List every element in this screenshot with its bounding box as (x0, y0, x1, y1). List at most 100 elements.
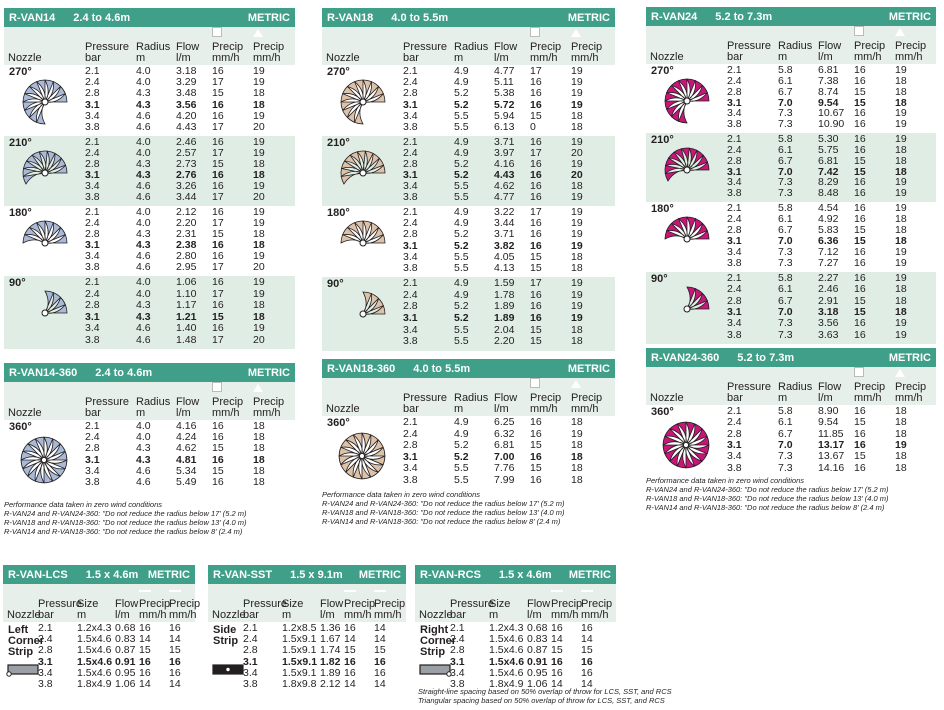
table-row: 3.4 1.5x4.6 0.95 16 16 (415, 667, 616, 679)
size-value: 1.8x9.8 (282, 678, 317, 690)
header-unit: mm/h (169, 609, 197, 621)
radius-value: 4.9 (454, 76, 469, 89)
precip-triangle-value: 18 (253, 239, 265, 251)
van18-table: R-VAN18 4.0 to 5.5m METRIC Nozzle Pressure ba… (322, 8, 615, 351)
flow-value: 3.18 (818, 306, 839, 318)
precip-square-value: 16 (344, 622, 356, 634)
radius-value: 5.8 (778, 405, 793, 417)
column-header-radius: Radius m (454, 42, 488, 64)
table-row: 3.1 1.5x4.6 0.91 16 16 (415, 656, 616, 668)
table-row: 3.8 4.6 2.95 17 20 (4, 262, 295, 273)
precip-triangle-value: 19 (571, 158, 583, 170)
pressure-value: 3.4 (85, 322, 100, 334)
spray-segment (346, 81, 364, 103)
arc-label: 90° (9, 277, 26, 289)
radius-value: 4.6 (136, 333, 151, 346)
size-value: 1.5x4.6 (489, 633, 524, 646)
header-unit: l/m (176, 407, 191, 419)
pressure-value: 2.1 (727, 272, 742, 284)
column-header-pressure: Pressure bar (243, 599, 287, 621)
flow-value: 5.75 (818, 143, 839, 156)
spray-segment (362, 291, 372, 315)
pressure-value: 3.4 (85, 109, 100, 122)
precip-triangle-value: 18 (253, 87, 265, 100)
note-line: R-VAN24 and R-VAN24-360: "Do not reduce … (322, 499, 565, 508)
table-row: 3.1 4.3 4.81 16 18 (4, 454, 295, 466)
pressure-value: 2.8 (243, 644, 258, 657)
header-line: Flow (818, 40, 842, 52)
pressure-value: 2.4 (85, 147, 100, 159)
header-unit: bar (403, 403, 419, 415)
column-header-pressure: Pressure bar (727, 382, 771, 404)
pressure-value: 2.1 (727, 202, 742, 214)
table-row: 3.1 4.3 3.56 16 18 (4, 99, 295, 111)
header-line: Pressure (403, 41, 448, 53)
spray-segment (362, 92, 386, 103)
radius-value: 4.6 (136, 109, 151, 122)
table-range: 1.5 x 4.6m (498, 568, 552, 581)
table-row: 2.1 5.8 6.81 16 19 (646, 65, 936, 76)
spray-segment (676, 444, 687, 469)
precip-triangle-value: 19 (895, 272, 907, 284)
precip-triangle-value: 18 (253, 158, 265, 170)
flow-value: 7.99 (494, 473, 515, 486)
spray-segment (686, 288, 704, 310)
nozzle-group: 180° 2.1 4.9 3.22 17 19 2.4 4.9 3.44 16 19 2.8 5.2 3.… (322, 206, 615, 277)
table-row: 2.1 4.9 6.25 16 18 (322, 417, 615, 428)
nozzle-icon-wrap (662, 284, 712, 339)
precip-square-value: 16 (530, 450, 542, 463)
header-unit: m (454, 403, 464, 415)
precip-square-value: 15 (344, 644, 356, 657)
precip-square-value: 16 (854, 213, 866, 225)
nozzle-spray-pattern-icon (22, 79, 68, 125)
triangle-symbol-icon (571, 380, 581, 388)
header-line: Pressure (85, 396, 130, 408)
flow-value: 3.48 (176, 87, 197, 100)
header-unit: mm/h (895, 51, 923, 63)
pressure-value: 3.4 (403, 250, 418, 263)
spray-segment (44, 79, 54, 103)
pressure-value: 2.8 (403, 158, 418, 170)
precip-triangle-value: 15 (169, 644, 181, 657)
precip-triangle-value: 19 (571, 217, 583, 230)
note-line: Triangular spacing based on 50% overlap … (418, 696, 665, 705)
column-headers: Nozzle Pressure bar Radius m Flow l/m Precip mm/… (4, 382, 295, 420)
nozzle-icon-wrap (20, 148, 70, 203)
radius-value: 5.5 (454, 473, 469, 486)
precip-square-value: 17 (530, 277, 542, 289)
precip-triangle-value: 18 (571, 120, 583, 133)
strip-label: Side (213, 624, 237, 636)
precip-triangle-value: 19 (253, 109, 265, 122)
metric-label: METRIC (888, 10, 931, 23)
pressure-value: 3.8 (85, 475, 100, 488)
van24-360-table: R-VAN24-360 5.2 to 7.3m METRIC Nozzle Pressu… (646, 348, 936, 477)
table-row: 3.8 1.8x9.8 2.12 14 14 (208, 679, 406, 690)
precip-square-value: 16 (854, 118, 866, 131)
spray-segment (362, 297, 384, 315)
spray-segment (24, 85, 46, 103)
spray-segment (361, 446, 386, 457)
pressure-value: 3.4 (85, 464, 100, 477)
flow-value: 1.06 (115, 678, 136, 690)
spray-segment (28, 101, 46, 123)
table-title-bar: R-VAN18-360 4.0 to 5.5m METRIC (322, 359, 615, 378)
spray-segment (362, 152, 380, 174)
header-line: Flow (176, 41, 200, 53)
table-row: 2.1 5.8 2.27 16 19 (646, 273, 936, 284)
spray-segment (686, 78, 696, 102)
radius-value: 4.9 (454, 288, 469, 301)
column-header-precip2: Precip mm/h (169, 588, 200, 621)
flow-value: 6.81 (818, 154, 839, 167)
spray-segment (43, 459, 54, 484)
flow-value: 4.92 (818, 213, 839, 225)
table-title-bar: R-VAN-LCS 1.5 x 4.6m METRIC (3, 565, 195, 584)
dash-symbol-icon (374, 590, 386, 592)
table-row: 3.1 1.5x9.1 1.82 16 16 (208, 656, 406, 668)
header-unit: mm/h (581, 609, 609, 621)
spray-segment (666, 100, 688, 118)
nozzle-group: Side Strip 2.1 1.2x8.5 1.36 16 14 2.4 1.5x9.1 1.6… (208, 622, 406, 690)
lcs-table: R-VAN-LCS 1.5 x 4.6m METRIC Nozzle Pressure b… (3, 565, 200, 690)
precip-square-value: 0 (530, 120, 536, 133)
precip-square-value: 16 (212, 431, 224, 444)
pressure-value: 2.8 (85, 442, 100, 455)
